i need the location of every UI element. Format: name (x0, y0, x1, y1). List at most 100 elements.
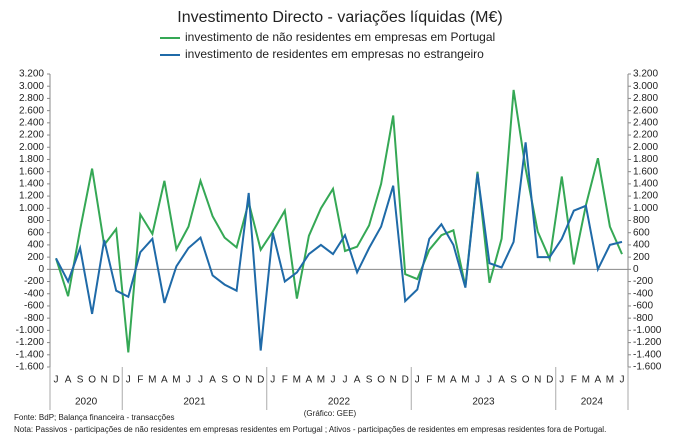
x-tick-label: O (233, 375, 241, 386)
y2-tick-label: -1.400 (633, 349, 662, 360)
x-tick-label: J (54, 375, 59, 386)
y-tick-label: 0 (38, 264, 44, 275)
y-tick-label: 1.600 (19, 166, 44, 177)
chart-title: Investimento Directo - variações líquida… (177, 9, 502, 26)
credit: (Gráfico: GEE) (304, 409, 357, 418)
y-tick-label: -800 (24, 313, 44, 324)
y2-tick-label: 1.600 (633, 166, 658, 177)
y-tick-label: -1.200 (16, 337, 45, 348)
y-tick-label: -600 (24, 301, 44, 312)
y2-tick-label: -200 (633, 276, 653, 287)
y2-tick-label: 2.000 (633, 142, 658, 153)
y2-tick-label: 3.200 (633, 69, 658, 80)
y-tick-label: 3.200 (19, 69, 44, 80)
y2-tick-label: 600 (633, 227, 650, 238)
y2-tick-label: 1.200 (633, 191, 658, 202)
x-tick-label: O (522, 375, 530, 386)
x-tick-label: M (582, 375, 590, 386)
x-tick-label: J (198, 375, 203, 386)
y2-tick-label: 0 (633, 264, 639, 275)
x-tick-label: A (65, 375, 72, 386)
y2-tick-label: 400 (633, 240, 650, 251)
y2-tick-label: 1.000 (633, 203, 658, 214)
x-tick-label: F (426, 375, 432, 386)
x-tick-label: J (126, 375, 131, 386)
note: Nota: Passivos - participações de não re… (14, 425, 606, 434)
x-tick-label: D (257, 375, 264, 386)
series-line (55, 89, 623, 353)
y-tick-label: 2.000 (19, 142, 44, 153)
legend-label: investimento de não residentes em empres… (185, 30, 495, 44)
x-tick-label: M (148, 375, 156, 386)
y-tick-label: 800 (27, 215, 44, 226)
x-tick-label: M (293, 375, 301, 386)
x-tick-label: A (354, 375, 361, 386)
y2-tick-label: -1.200 (633, 337, 662, 348)
y2-tick-label: -1.000 (633, 325, 662, 336)
x-tick-label: D (402, 375, 409, 386)
y-tick-label: 2.600 (19, 105, 44, 116)
y-tick-label: 3.000 (19, 81, 44, 92)
y-tick-label: 200 (27, 252, 44, 263)
x-tick-label: A (161, 375, 168, 386)
y2-tick-label: 1.400 (633, 179, 658, 190)
year-label: 2022 (328, 397, 351, 408)
x-tick-label: A (595, 375, 602, 386)
x-tick-label: A (209, 375, 216, 386)
x-tick-label: N (534, 375, 541, 386)
y-tick-label: -400 (24, 288, 44, 299)
x-tick-label: O (88, 375, 96, 386)
x-tick-label: J (475, 375, 480, 386)
y2-tick-label: 2.600 (633, 105, 658, 116)
x-tick-label: F (137, 375, 143, 386)
y-tick-label: 400 (27, 240, 44, 251)
x-tick-label: J (619, 375, 624, 386)
x-tick-label: M (606, 375, 614, 386)
y-tick-label: -200 (24, 276, 44, 287)
legend-label: investimento de residentes em empresas n… (185, 47, 484, 61)
year-label: 2020 (75, 397, 98, 408)
y2-tick-label: 2.400 (633, 117, 658, 128)
y-tick-label: 2.800 (19, 93, 44, 104)
y2-tick-label: 1.800 (633, 154, 658, 165)
x-tick-label: S (366, 375, 373, 386)
x-tick-label: F (282, 375, 288, 386)
x-tick-label: M (461, 375, 469, 386)
y2-tick-label: 3.000 (633, 81, 658, 92)
y-tick-label: 1.400 (19, 179, 44, 190)
y-tick-label: 1.800 (19, 154, 44, 165)
y2-tick-label: -600 (633, 301, 653, 312)
y-tick-label: 1.000 (19, 203, 44, 214)
x-tick-label: N (390, 375, 397, 386)
y2-tick-label: 800 (633, 215, 650, 226)
year-label: 2021 (183, 397, 206, 408)
y2-tick-label: -400 (633, 288, 653, 299)
x-tick-label: A (498, 375, 505, 386)
x-tick-label: J (330, 375, 335, 386)
x-tick-label: J (186, 375, 191, 386)
x-tick-label: M (437, 375, 445, 386)
y-tick-label: -1.600 (16, 362, 45, 373)
y-tick-label: 2.400 (19, 117, 44, 128)
x-tick-label: J (415, 375, 420, 386)
year-label: 2024 (581, 397, 604, 408)
source: Fonte: BdP; Balança financeira - transac… (14, 413, 175, 422)
x-tick-label: M (317, 375, 325, 386)
y-tick-label: 2.200 (19, 130, 44, 141)
y-tick-label: -1.000 (16, 325, 45, 336)
x-tick-label: J (559, 375, 564, 386)
y2-tick-label: 2.200 (633, 130, 658, 141)
y2-tick-label: -1.600 (633, 362, 662, 373)
x-tick-label: N (101, 375, 108, 386)
x-tick-label: A (306, 375, 313, 386)
x-tick-label: S (77, 375, 84, 386)
x-tick-label: J (343, 375, 348, 386)
x-tick-label: M (172, 375, 180, 386)
x-tick-label: S (221, 375, 228, 386)
x-tick-label: D (113, 375, 120, 386)
x-tick-label: J (270, 375, 275, 386)
x-tick-label: O (377, 375, 385, 386)
year-label: 2023 (472, 397, 495, 408)
y2-tick-label: 200 (633, 252, 650, 263)
